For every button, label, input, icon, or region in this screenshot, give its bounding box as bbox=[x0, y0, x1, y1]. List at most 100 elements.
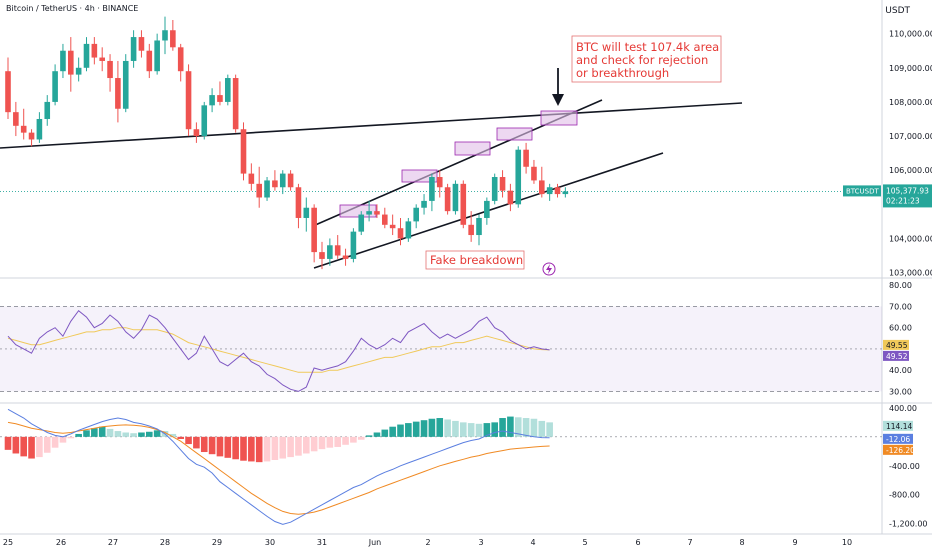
macd-histogram-bar bbox=[428, 418, 436, 437]
rsi-tick-label: 30.00 bbox=[889, 387, 912, 396]
date-tick-label: 7 bbox=[687, 538, 692, 547]
macd-histogram-bar bbox=[538, 420, 546, 437]
symbol-tag bbox=[843, 185, 881, 197]
highlight-box[interactable] bbox=[401, 169, 438, 183]
lightning-icon[interactable] bbox=[542, 262, 556, 276]
macd-histogram-bar bbox=[98, 426, 106, 437]
price-axis: 110,000.00 109,000.00 108,000.00 107,000.00… bbox=[3, 30, 932, 547]
candle-body bbox=[60, 50, 66, 72]
macd-histogram-bar bbox=[420, 420, 428, 437]
candle-body bbox=[264, 180, 270, 198]
date-tick-label: 8 bbox=[739, 538, 744, 547]
macd-histogram-bar bbox=[303, 436, 310, 454]
macd-histogram-bar bbox=[51, 436, 59, 448]
macd-histogram-bar bbox=[193, 436, 200, 449]
candle-body bbox=[154, 40, 160, 72]
highlight-box[interactable] bbox=[540, 110, 578, 126]
candle-body bbox=[334, 245, 341, 256]
macd-histogram-bar bbox=[169, 433, 177, 437]
rsi-tick-label: 60.00 bbox=[889, 324, 912, 333]
candle-body bbox=[232, 78, 239, 130]
macd-histogram-bar bbox=[444, 419, 451, 437]
macd-histogram-bar bbox=[185, 436, 192, 445]
rsi-ma-badge bbox=[883, 339, 909, 350]
macd-histogram-bar bbox=[106, 428, 114, 437]
highlight-box[interactable] bbox=[339, 204, 377, 218]
date-tick-label: 6 bbox=[635, 538, 640, 547]
candle-body bbox=[99, 57, 105, 61]
macd-histogram-bar bbox=[475, 423, 483, 437]
macd-histogram-bar bbox=[507, 416, 514, 437]
macd-histogram-bar bbox=[255, 436, 263, 463]
signal-line bbox=[7, 421, 550, 515]
date-tick-label: 29 bbox=[212, 538, 222, 547]
candle-body bbox=[311, 207, 317, 253]
macd-histogram-bar bbox=[177, 436, 184, 440]
macd-tick-label: -400.00 bbox=[889, 462, 920, 471]
signal-value: -126.20 bbox=[886, 446, 915, 455]
candle-body bbox=[515, 149, 522, 205]
price-tick-label: 110,000.00 bbox=[889, 30, 932, 39]
macd-histogram-bar bbox=[373, 432, 381, 437]
candle-body bbox=[389, 224, 396, 229]
candle-body bbox=[562, 191, 569, 195]
macd-hist-value: 114.14 bbox=[886, 422, 912, 431]
macd-histogram-bar bbox=[208, 436, 216, 455]
macd-histogram-bar bbox=[381, 429, 389, 437]
annotation-target-line-2: and check for rejection bbox=[576, 53, 708, 67]
date-tick-label: 5 bbox=[582, 538, 587, 547]
plot-series bbox=[4, 16, 569, 525]
candle-body bbox=[20, 125, 27, 133]
candle-body bbox=[256, 183, 262, 198]
macd-histogram-bar bbox=[216, 436, 224, 457]
candle-body bbox=[146, 50, 153, 72]
candle-body bbox=[170, 30, 176, 48]
rsi-ma-line bbox=[7, 327, 550, 373]
symbol-title: Bitcoin / TetherUS · 4h · BINANCE bbox=[6, 4, 139, 13]
macd-histogram-bar bbox=[318, 436, 326, 450]
candle-body bbox=[342, 255, 349, 259]
price-tick-label: 104,000.00 bbox=[889, 234, 932, 243]
macd-histogram-bar bbox=[397, 424, 404, 437]
candle-body bbox=[130, 37, 137, 61]
candle-body bbox=[444, 187, 451, 212]
macd-histogram-bar bbox=[350, 436, 357, 443]
rsi-tick-label: 40.00 bbox=[889, 366, 912, 375]
date-tick-label: 31 bbox=[317, 538, 327, 547]
macd-histogram-bar bbox=[491, 422, 498, 437]
highlight-box[interactable] bbox=[454, 141, 491, 156]
resistance-trendline[interactable] bbox=[0, 102, 743, 149]
macd-histogram-bar bbox=[452, 420, 459, 437]
macd-hist-badge bbox=[883, 420, 913, 431]
candle-body bbox=[491, 177, 498, 201]
candle-body bbox=[83, 43, 90, 68]
macd-histogram-bar bbox=[334, 436, 341, 447]
candle-body bbox=[36, 118, 43, 140]
annotation-target-line-1: BTC will test 107.4k area bbox=[576, 40, 719, 54]
annotation-box-fake-breakdown[interactable] bbox=[425, 250, 525, 270]
macd-histogram-bar bbox=[499, 418, 506, 437]
price-tick-label: 109,000.00 bbox=[889, 64, 932, 73]
macd-histogram-bar bbox=[405, 423, 412, 437]
highlight-box[interactable] bbox=[496, 127, 533, 141]
annotation-box-target[interactable] bbox=[571, 35, 722, 83]
macd-value: -12.06 bbox=[886, 435, 910, 444]
chart-drawings: BTC will test 107.4k area and check for … bbox=[0, 35, 743, 276]
candle-body bbox=[413, 207, 419, 222]
candle-body bbox=[68, 50, 74, 75]
candle-body bbox=[374, 211, 380, 215]
macd-histogram-bar bbox=[4, 436, 12, 450]
candle-body bbox=[358, 214, 365, 232]
candle-body bbox=[350, 231, 357, 259]
macd-histogram-bar bbox=[114, 431, 122, 437]
candle-body bbox=[185, 71, 192, 130]
macd-histogram-bar bbox=[248, 436, 255, 462]
down-arrow-icon[interactable] bbox=[552, 68, 564, 106]
candle-body bbox=[523, 149, 529, 167]
candle-body bbox=[107, 60, 113, 79]
macd-histogram-bar bbox=[522, 418, 530, 437]
candle-body bbox=[484, 200, 490, 218]
signal-badge bbox=[883, 444, 913, 455]
macd-histogram-bar bbox=[326, 436, 334, 448]
